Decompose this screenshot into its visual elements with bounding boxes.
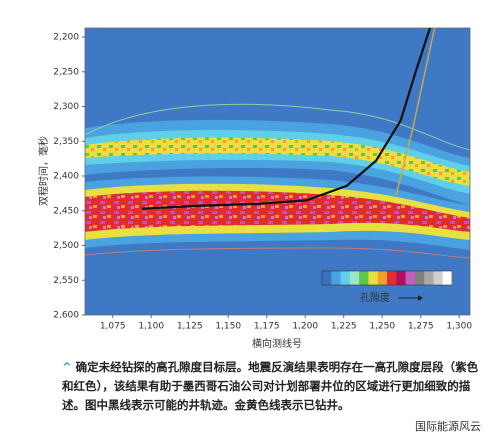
colorbar-swatch [405,271,416,285]
x-tick-label: 1,275 [408,322,434,332]
colorbar-swatch [387,271,397,285]
x-tick-label: 1,225 [331,322,357,332]
plot-frame [84,27,471,316]
y-axis-label: 双程时间，毫秒 [37,136,50,206]
colorbar-arrowhead [418,295,423,301]
y-tick-label: 2,500 [53,241,79,251]
x-axis-label: 横向测线号 [252,337,302,350]
y-tick-label: 2,350 [53,137,79,147]
x-tick-label: 1,175 [254,322,280,332]
y-tick-label: 2,600 [53,311,79,321]
colorbar-swatch [349,271,360,285]
y-tick-label: 2,300 [53,102,79,112]
x-tick-label: 1,250 [369,322,395,332]
colorbar-swatch [331,271,341,285]
y-tick-label: 2,200 [53,33,79,43]
y-tick-label: 2,400 [53,172,79,182]
caption-marker: ^ [62,360,72,374]
well-path [141,28,432,210]
colorbar-label: 孔隙度 [360,291,390,304]
well-path [395,28,436,196]
y-tick-label: 2,250 [53,67,79,77]
x-tick-label: 1,125 [177,322,203,332]
caption: ^ 确定未经钻探的高孔隙度目标层。地震反演结果表明存在一高孔隙度层段（紫色和红色）… [62,358,482,415]
chart: 双程时间，毫秒 横向测线号 孔隙度 1,075 1,100 1,125 1,150 1,… [37,27,472,350]
y-tick-label: 2,450 [53,206,79,216]
caption-text: 确定未经钻探的高孔隙度目标层。地震反演结果表明存在一高孔隙度层段（紫色和红色），… [62,360,479,412]
colorbar-swatch [442,271,453,285]
seismic-section [85,28,470,315]
colorbar-swatch [377,271,388,285]
colorbar-swatch [396,271,406,285]
colorbar [321,270,453,286]
x-tick-label: 1,100 [138,322,164,332]
colorbar-swatch [368,271,379,285]
x-tick-label: 1,150 [215,322,241,332]
colorbar-swatch [359,271,369,285]
colorbar-swatch [433,271,444,285]
colorbar-swatch [340,271,351,285]
x-tick-label: 1,300 [446,322,472,332]
x-tick-label: 1,200 [292,322,318,332]
x-tick-label: 1,075 [100,322,126,332]
y-tick-label: 2,550 [53,276,79,286]
colorbar-swatch [414,271,425,285]
watermark: 国际能源风云 [415,420,481,433]
colorbar-frame [321,270,453,286]
colorbar-swatch [322,271,332,285]
colorbar-swatch [424,271,434,285]
